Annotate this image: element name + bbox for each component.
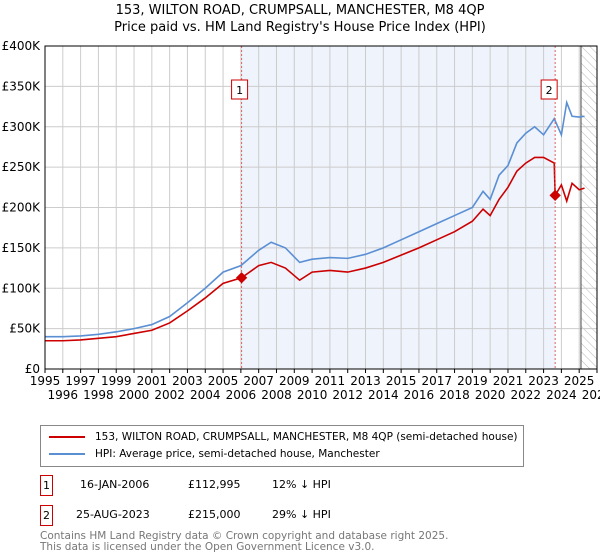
x-tick-label: 2003 [172, 374, 203, 388]
property-price-line [45, 156, 585, 342]
transaction-badge: 1 [40, 475, 53, 496]
footer: Contains HM Land Registry data © Crown c… [40, 531, 448, 553]
sale-label: 2 [546, 84, 553, 97]
legend-label: 153, WILTON ROAD, CRUMPSALL, MANCHESTER,… [95, 431, 518, 443]
transaction-date: 16-JAN-2006 [80, 478, 150, 491]
sale-point [549, 189, 561, 202]
y-tick-label: £400K [2, 39, 42, 53]
x-tick-label: 1995 [30, 374, 61, 388]
y-tick-label: £100K [2, 281, 42, 295]
x-tick-label: 2001 [137, 374, 168, 388]
x-tick-label: 2020 [475, 388, 506, 402]
y-tick-label: £350K [2, 79, 42, 93]
x-tick-label: 2013 [350, 374, 381, 388]
x-tick-label: 2014 [368, 388, 399, 402]
transaction-price: £215,000 [188, 508, 241, 521]
x-tick-label: 2021 [493, 374, 524, 388]
legend: 153, WILTON ROAD, CRUMPSALL, MANCHESTER,… [40, 425, 524, 467]
blue-line-swatch [49, 453, 85, 455]
transaction-badge: 2 [40, 505, 53, 526]
x-tick-label: 2008 [261, 388, 292, 402]
chart-title: 153, WILTON ROAD, CRUMPSALL, MANCHESTER,… [0, 2, 600, 36]
subtitle-line: Price paid vs. HM Land Registry's House … [114, 20, 486, 35]
x-tick-label: 2023 [528, 374, 559, 388]
transaction-hpi-diff: 12% ↓ HPI [272, 478, 331, 491]
transaction-row: 1 16-JAN-2006 £112,995 12% ↓ HPI [40, 475, 440, 496]
transaction-hpi-diff: 29% ↓ HPI [272, 508, 331, 521]
x-tick-label: 1998 [83, 388, 114, 402]
sale-label-box [231, 79, 249, 100]
x-tick-label: 2009 [279, 374, 310, 388]
x-tick-label: 2006 [226, 388, 257, 402]
x-tick-label: 1999 [101, 374, 132, 388]
x-tick-label: 2012 [332, 388, 363, 402]
x-tick-label: 2019 [457, 374, 488, 388]
red-line-swatch [49, 436, 85, 438]
y-tick-label: £0 [25, 362, 40, 376]
plot-frame [44, 45, 598, 370]
legend-item-hpi: HPI: Average price, semi-detached house,… [49, 448, 380, 460]
x-tick-label: 2010 [297, 388, 328, 402]
y-tick-label: £150K [2, 241, 42, 255]
x-tick-label: 2016 [404, 388, 435, 402]
legend-item-property: 153, WILTON ROAD, CRUMPSALL, MANCHESTER,… [49, 431, 518, 443]
transaction-date: 25-AUG-2023 [76, 508, 150, 521]
y-tick-label: £250K [2, 160, 42, 174]
x-tick-label: 2000 [119, 388, 150, 402]
x-tick-label: 2018 [439, 388, 470, 402]
sale-label: 1 [236, 84, 243, 97]
x-tick-label: 2004 [190, 388, 221, 402]
legend-label: HPI: Average price, semi-detached house,… [95, 448, 380, 460]
footer-line: Contains HM Land Registry data © Crown c… [40, 530, 449, 542]
x-tick-label: 2011 [315, 374, 346, 388]
x-tick-label: 1996 [48, 388, 79, 402]
x-tick-label: 2015 [386, 374, 417, 388]
x-tick-label: 2026 [582, 388, 600, 402]
x-tick-label: 2017 [421, 374, 452, 388]
x-tick-label: 1997 [65, 374, 96, 388]
x-tick-label: 2005 [208, 374, 239, 388]
footer-line: This data is licensed under the Open Gov… [40, 541, 375, 553]
transaction-row: 2 25-AUG-2023 £215,000 29% ↓ HPI [40, 505, 440, 526]
x-tick-label: 2024 [546, 388, 577, 402]
y-tick-label: £300K [2, 120, 42, 134]
y-tick-label: £50K [9, 322, 41, 336]
x-tick-label: 2007 [243, 374, 274, 388]
sale-point [235, 272, 248, 284]
x-tick-label: 2022 [511, 388, 542, 402]
title-line: 153, WILTON ROAD, CRUMPSALL, MANCHESTER,… [115, 3, 485, 18]
x-tick-label: 2025 [564, 374, 595, 388]
y-tick-label: £200K [2, 201, 42, 215]
price-chart: 1995199619971998199920002001200220032004… [2, 39, 600, 402]
x-tick-label: 2002 [154, 388, 185, 402]
sale-label-box [540, 79, 558, 100]
transaction-price: £112,995 [188, 478, 241, 491]
hpi-line [45, 99, 585, 338]
